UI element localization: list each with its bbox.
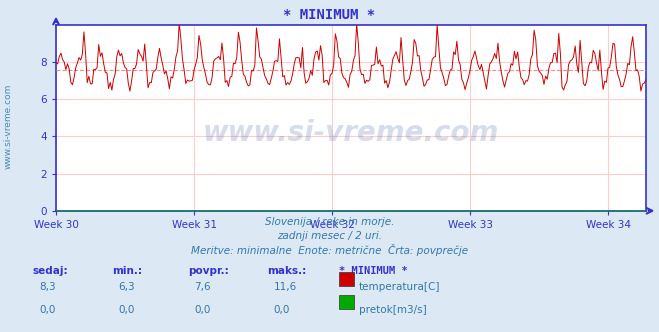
Text: min.:: min.: bbox=[112, 266, 142, 276]
Text: 6,3: 6,3 bbox=[119, 282, 135, 292]
Text: 8,3: 8,3 bbox=[40, 282, 56, 292]
Text: povpr.:: povpr.: bbox=[188, 266, 229, 276]
Text: sedaj:: sedaj: bbox=[33, 266, 69, 276]
Text: zadnji mesec / 2 uri.: zadnji mesec / 2 uri. bbox=[277, 231, 382, 241]
Text: 0,0: 0,0 bbox=[40, 305, 56, 315]
Text: Slovenija / reke in morje.: Slovenija / reke in morje. bbox=[265, 217, 394, 227]
Text: 7,6: 7,6 bbox=[194, 282, 211, 292]
Text: 0,0: 0,0 bbox=[273, 305, 290, 315]
Text: pretok[m3/s]: pretok[m3/s] bbox=[359, 305, 427, 315]
Text: * MINIMUM *: * MINIMUM * bbox=[339, 266, 408, 276]
Text: temperatura[C]: temperatura[C] bbox=[359, 282, 441, 292]
Text: maks.:: maks.: bbox=[267, 266, 306, 276]
Text: 0,0: 0,0 bbox=[194, 305, 211, 315]
Text: www.si-vreme.com: www.si-vreme.com bbox=[3, 83, 13, 169]
Text: www.si-vreme.com: www.si-vreme.com bbox=[203, 119, 499, 147]
Text: Meritve: minimalne  Enote: metrične  Črta: povprečje: Meritve: minimalne Enote: metrične Črta:… bbox=[191, 244, 468, 256]
Text: 11,6: 11,6 bbox=[273, 282, 297, 292]
Text: * MINIMUM *: * MINIMUM * bbox=[283, 8, 376, 22]
Text: 0,0: 0,0 bbox=[119, 305, 135, 315]
